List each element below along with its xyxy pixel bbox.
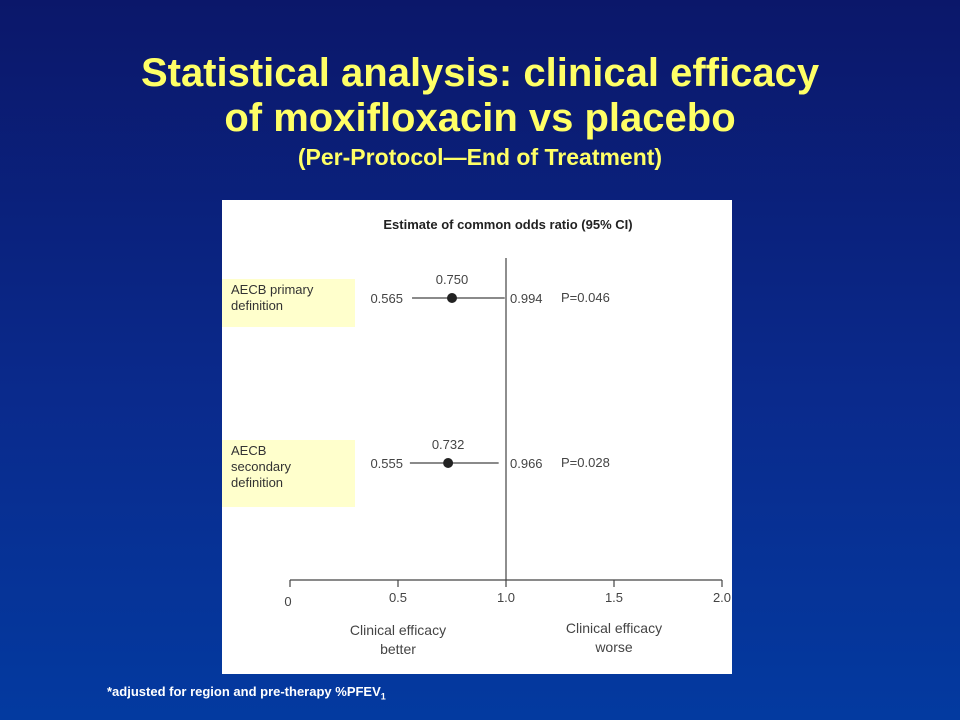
p-value: P=0.046 (561, 290, 610, 305)
footnote-sub: 1 (380, 691, 386, 702)
estimate-label: 0.732 (432, 437, 465, 452)
row-label: AECB secondary definition (222, 440, 355, 507)
chart-title: Estimate of common odds ratio (95% CI) (383, 217, 632, 232)
estimate-point (447, 293, 457, 303)
lower-label: 0.565 (370, 291, 403, 306)
x-label-left: Clinical efficacy better (349, 622, 447, 657)
upper-label: 0.966 (510, 456, 543, 471)
estimate-label: 0.750 (436, 272, 469, 287)
title-line: Statistical analysis: clinical efficacy (141, 51, 820, 95)
estimate-point (443, 458, 454, 468)
x-tick-label: 0 (284, 594, 291, 609)
x-tick-label: 1.0 (497, 590, 515, 605)
footnote-text: *adjusted for region and pre-therapy %PF… (107, 684, 381, 699)
lower-label: 0.555 (370, 456, 403, 471)
row-label: AECB primary definition (222, 279, 355, 327)
x-tick-label: 1.5 (605, 590, 623, 605)
footnote: *adjusted for region and pre-therapy %PF… (107, 684, 386, 702)
subtitle: (Per-Protocol—End of Treatment) (298, 144, 662, 170)
x-tick-label: 0.5 (389, 590, 407, 605)
x-label-right: Clinical efficacy worse (565, 620, 663, 655)
p-value: P=0.028 (561, 455, 610, 470)
plot-panel (222, 200, 732, 674)
x-tick-label: 2.0 (713, 590, 731, 605)
title-line: of moxifloxacin vs placebo (224, 96, 735, 140)
upper-label: 0.994 (510, 291, 543, 306)
